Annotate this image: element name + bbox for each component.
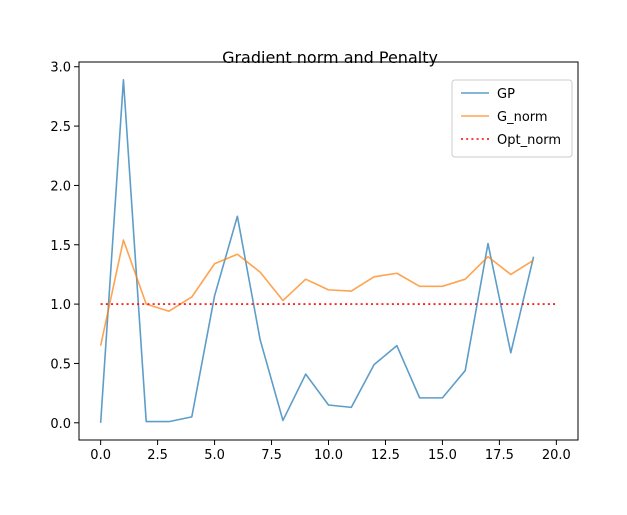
series-line-g-norm: [99, 239, 534, 346]
x-tick-label-4: 10.0: [314, 448, 343, 463]
x-tick-label-8: 20.0: [542, 448, 571, 463]
legend-label-gp: GP: [497, 87, 515, 102]
series-layer: [99, 79, 557, 423]
y-axis: 0.0 0.5 1.0 1.5 2.0 2.5 3.0: [50, 61, 79, 432]
legend-label-opt-norm: Opt_norm: [497, 133, 561, 148]
y-tick-label-2: 1.0: [50, 298, 71, 313]
x-tick-label-5: 12.5: [371, 448, 400, 463]
legend-label-g-norm: G_norm: [497, 110, 548, 125]
y-tick-label-0: 0.0: [50, 417, 71, 432]
y-tick-label-3: 1.5: [50, 239, 71, 254]
legend: GP G_norm Opt_norm: [451, 79, 573, 158]
y-tick-label-1: 0.5: [50, 357, 71, 372]
x-tick-label-3: 7.5: [261, 448, 282, 463]
series-line-gp: [99, 79, 535, 423]
y-tick-label-6: 3.0: [50, 61, 71, 76]
x-tick-label-6: 15.0: [428, 448, 457, 463]
chart-title: Gradient norm and Penalty: [222, 48, 438, 67]
x-tick-label-1: 2.5: [147, 448, 168, 463]
y-tick-label-5: 2.5: [50, 120, 71, 135]
x-tick-label-2: 5.0: [204, 448, 225, 463]
x-axis: 0.0 2.5 5.0 7.5 10.0 12.5 15.0 17.5 20.0: [90, 440, 571, 463]
legend-box: [451, 79, 573, 158]
x-tick-label-0: 0.0: [90, 448, 111, 463]
x-tick-label-7: 17.5: [485, 448, 514, 463]
y-tick-label-4: 2.0: [50, 179, 71, 194]
